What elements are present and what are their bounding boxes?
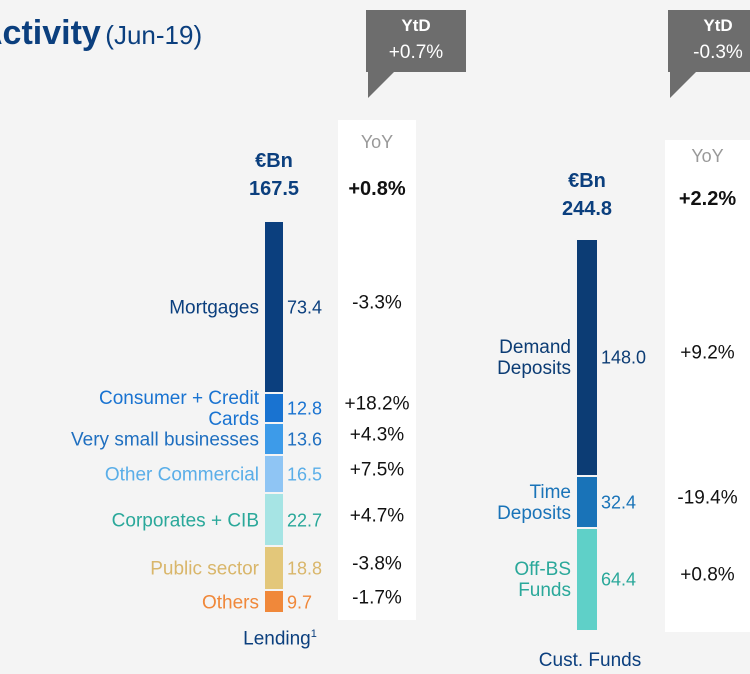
yoy-label: +18.2% — [344, 393, 410, 415]
ytd-callout: YtD -0.3% — [668, 10, 750, 72]
bar-segment — [577, 240, 597, 475]
segment-label: Very small businesses — [71, 429, 259, 451]
yoy-label: -1.7% — [352, 587, 402, 609]
segment-label: Off-BS Funds — [514, 559, 571, 602]
yoy-label: +4.3% — [349, 424, 405, 446]
value-label: 18.8 — [287, 558, 323, 579]
value-label: 32.4 — [601, 492, 637, 513]
bar-segment — [265, 222, 283, 392]
ytd-pointer — [670, 72, 696, 98]
yoy-label: +7.5% — [349, 459, 405, 481]
unit: €Bn — [568, 170, 606, 192]
ytd-header: YtD — [401, 16, 431, 35]
segment-label: Demand Deposits — [497, 337, 571, 380]
segment-label: Corporates + CIB — [111, 510, 259, 532]
subtitle: (Jun-19) — [105, 20, 203, 50]
segment-label: Consumer + Credit Cards — [99, 387, 259, 430]
total-change: +0.8% — [348, 178, 406, 200]
unit: €Bn — [255, 150, 293, 172]
yoy-label: +0.8% — [680, 565, 735, 587]
bar-segment — [265, 494, 283, 546]
yoy-column — [665, 140, 750, 632]
yoy-header: YoY — [360, 132, 394, 152]
yoy-label: +9.2% — [680, 343, 735, 365]
value-label: 22.7 — [287, 510, 323, 531]
ytd-header: YtD — [703, 16, 733, 35]
segment-label: Other Commercial — [104, 464, 259, 486]
value-label: 148.0 — [601, 347, 647, 368]
segment-label: Mortgages — [169, 297, 259, 319]
bar-segment — [577, 528, 597, 630]
chart-title: Cust. Funds — [510, 650, 670, 672]
total: 167.5 — [248, 178, 300, 200]
ytd-value: +0.7% — [388, 42, 444, 63]
header: Activity (Jun-19) — [0, 14, 202, 53]
value-label: 64.4 — [601, 569, 637, 590]
yoy-header: YoY — [691, 146, 724, 166]
ytd-value: -0.3% — [693, 42, 743, 63]
ytd-pointer — [368, 72, 394, 98]
value-label: 16.5 — [287, 464, 323, 485]
bar-segment — [265, 393, 283, 422]
segment-label: Time Deposits — [497, 481, 571, 524]
yoy-label: +4.7% — [349, 505, 405, 527]
footnote-mark: 1 — [310, 628, 317, 640]
title: Activity — [0, 14, 101, 52]
chart-title-text: Lending — [243, 628, 311, 650]
segment-label: Others — [201, 592, 259, 614]
bar-segment — [265, 591, 283, 612]
segment-label: Public sector — [150, 558, 259, 580]
ytd-callout: YtD +0.7% — [366, 10, 466, 72]
yoy-label: -19.4% — [677, 487, 738, 509]
bar-segment — [265, 547, 283, 590]
value-label: 9.7 — [287, 592, 313, 613]
value-label: 73.4 — [287, 297, 323, 318]
bar-segment — [265, 423, 283, 454]
total: 244.8 — [561, 198, 613, 220]
value-label: 13.6 — [287, 429, 323, 450]
yoy-label: -3.3% — [352, 292, 402, 314]
total-change: +2.2% — [678, 188, 737, 210]
yoy-column — [338, 120, 416, 620]
chart-title: Lending1 — [200, 628, 360, 650]
chart-title-text: Cust. Funds — [538, 650, 642, 671]
value-label: 12.8 — [287, 398, 323, 419]
bar-segment — [265, 455, 283, 493]
bar-segment — [577, 476, 597, 527]
yoy-label: -3.8% — [352, 553, 402, 575]
